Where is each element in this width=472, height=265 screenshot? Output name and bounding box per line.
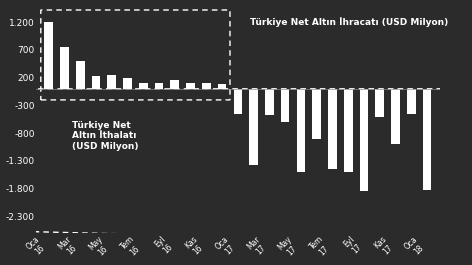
Bar <box>407 89 416 114</box>
Bar <box>391 89 400 144</box>
Bar <box>202 83 211 89</box>
Bar <box>375 89 384 117</box>
Bar <box>108 76 116 89</box>
Text: Türkiye Net
Altın İthalatı
(USD Milyon): Türkiye Net Altın İthalatı (USD Milyon) <box>72 121 139 151</box>
Bar <box>360 89 368 192</box>
Bar <box>186 83 195 89</box>
Bar <box>328 89 337 169</box>
Bar <box>44 22 53 89</box>
Bar <box>218 84 227 89</box>
Bar <box>170 81 179 89</box>
Bar <box>123 78 132 89</box>
Bar <box>234 89 242 114</box>
Bar <box>344 89 353 172</box>
Text: Türkiye Net Altın İhracatı (USD Milyon): Türkiye Net Altın İhracatı (USD Milyon) <box>251 17 449 26</box>
Bar <box>281 89 289 122</box>
Bar <box>265 89 274 116</box>
Bar <box>139 83 148 89</box>
Bar <box>249 89 258 165</box>
Bar <box>296 89 305 172</box>
Bar <box>76 61 84 89</box>
Bar <box>60 47 69 89</box>
Bar <box>92 76 101 89</box>
Bar <box>423 89 431 190</box>
Bar <box>155 83 163 89</box>
Bar <box>312 89 321 139</box>
